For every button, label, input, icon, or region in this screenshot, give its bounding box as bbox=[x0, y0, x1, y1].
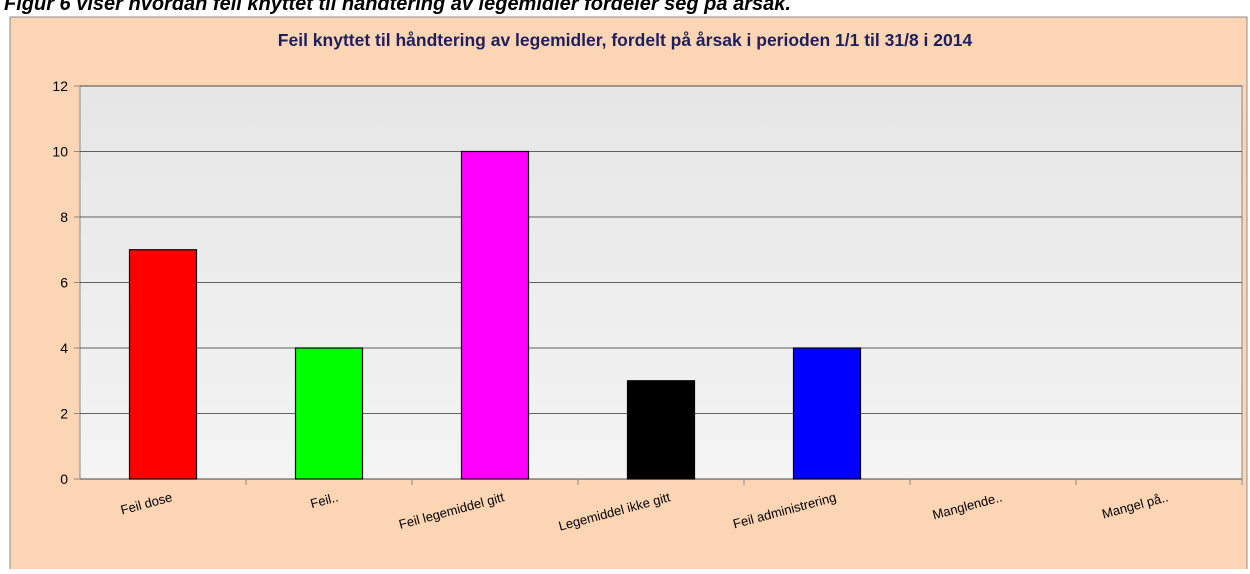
y-tick-label: 8 bbox=[60, 209, 68, 225]
bar bbox=[626, 380, 696, 480]
y-tick-label: 2 bbox=[60, 406, 68, 422]
y-tick-label: 10 bbox=[52, 144, 68, 160]
bar bbox=[294, 347, 364, 480]
y-tick-label: 4 bbox=[60, 340, 68, 356]
chart-title: Feil knyttet til håndtering av legemidle… bbox=[278, 30, 973, 50]
caption: Figur 6 viser hvordan feil knyttet til h… bbox=[4, 0, 791, 15]
x-tick-label: Feil.. bbox=[309, 489, 340, 511]
bar bbox=[128, 249, 198, 480]
y-tick-label: 0 bbox=[60, 471, 68, 487]
bar bbox=[792, 347, 862, 480]
y-tick-label: 6 bbox=[60, 275, 68, 291]
y-tick-label: 12 bbox=[52, 78, 68, 94]
bar bbox=[460, 150, 530, 480]
